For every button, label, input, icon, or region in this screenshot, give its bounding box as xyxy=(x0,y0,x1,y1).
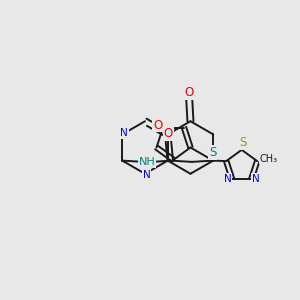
Text: O: O xyxy=(184,86,194,99)
Text: NH: NH xyxy=(139,157,156,167)
Text: O: O xyxy=(164,128,173,140)
Text: N: N xyxy=(143,170,151,180)
Text: N: N xyxy=(224,174,232,184)
Text: N: N xyxy=(120,128,128,138)
Text: O: O xyxy=(153,118,163,131)
Text: CH₃: CH₃ xyxy=(260,154,278,164)
Text: S: S xyxy=(209,146,217,159)
Text: N: N xyxy=(252,174,260,184)
Text: S: S xyxy=(239,136,247,149)
